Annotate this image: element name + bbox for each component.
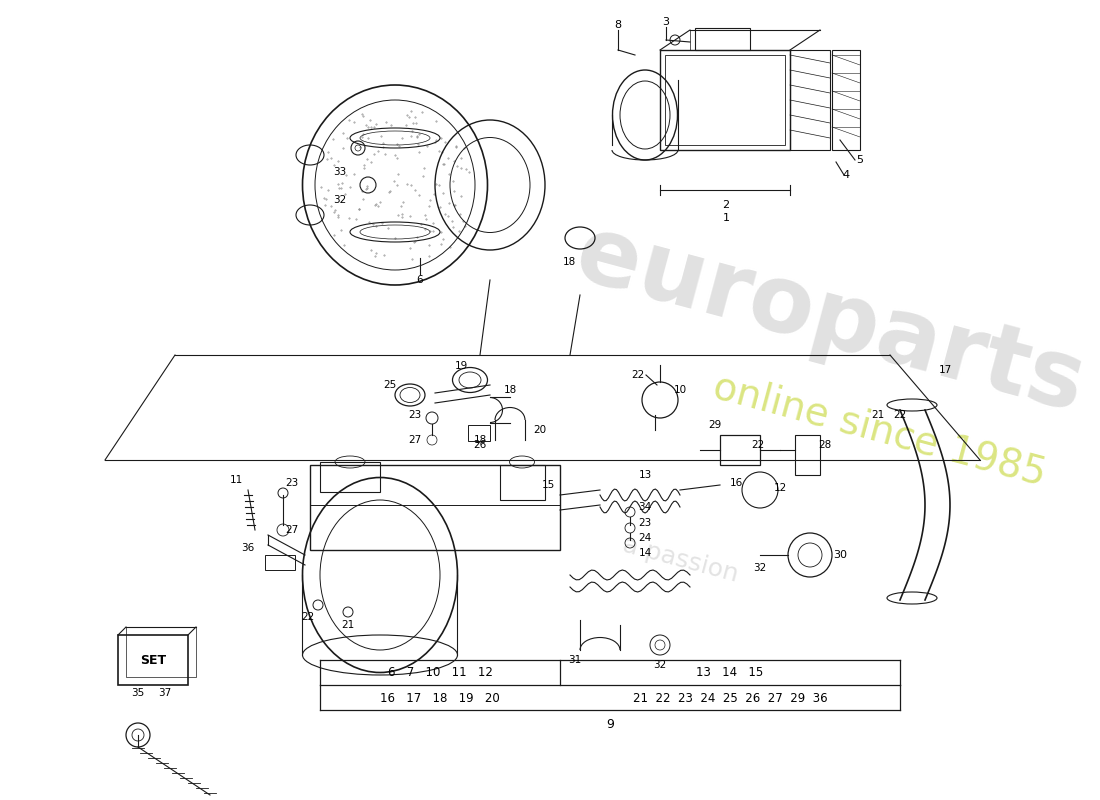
Text: 16: 16 <box>730 478 744 488</box>
Text: 21  22  23  24  25  26  27  29  36: 21 22 23 24 25 26 27 29 36 <box>632 691 827 705</box>
Text: 5: 5 <box>857 155 864 165</box>
Text: 18: 18 <box>473 435 486 445</box>
Text: 23: 23 <box>408 410 421 420</box>
Text: 31: 31 <box>569 655 582 665</box>
Bar <box>118 635 188 685</box>
Text: 8: 8 <box>615 20 622 30</box>
Text: 25: 25 <box>384 380 397 390</box>
Text: 13   14   15: 13 14 15 <box>696 666 763 679</box>
Text: 6: 6 <box>417 275 424 285</box>
Text: 22: 22 <box>893 410 906 420</box>
Text: 4: 4 <box>843 170 849 180</box>
Text: 28: 28 <box>818 440 832 450</box>
Text: 14: 14 <box>638 548 651 558</box>
Text: SET: SET <box>140 654 166 666</box>
Text: 13: 13 <box>638 470 651 480</box>
Text: 2: 2 <box>723 200 729 210</box>
Text: 23: 23 <box>638 518 651 528</box>
Text: 33: 33 <box>333 167 346 177</box>
Bar <box>126 627 196 677</box>
Text: 3: 3 <box>662 17 670 27</box>
Text: 17: 17 <box>938 365 952 375</box>
Text: europarts: europarts <box>565 208 1094 432</box>
Text: 10: 10 <box>673 385 686 395</box>
Text: 22: 22 <box>301 612 315 622</box>
Text: 32: 32 <box>653 660 667 670</box>
Bar <box>790 50 830 150</box>
Text: 29: 29 <box>708 420 722 430</box>
Bar <box>320 462 379 492</box>
Text: 18: 18 <box>504 385 517 395</box>
Text: 27: 27 <box>285 525 298 535</box>
Text: 32: 32 <box>754 563 767 573</box>
Text: 20: 20 <box>534 425 547 435</box>
Bar <box>795 435 820 475</box>
Text: 37: 37 <box>158 688 172 698</box>
Text: 12: 12 <box>773 483 786 493</box>
Bar <box>832 50 860 150</box>
Bar <box>310 465 560 550</box>
Text: 15: 15 <box>541 480 554 490</box>
Text: 24: 24 <box>638 533 651 543</box>
Bar <box>468 425 490 441</box>
Text: 18: 18 <box>562 257 575 267</box>
Text: online since 1985: online since 1985 <box>710 367 1050 493</box>
Text: 9: 9 <box>606 718 614 731</box>
Text: 35: 35 <box>131 688 144 698</box>
Text: 11: 11 <box>230 475 243 485</box>
Text: 19: 19 <box>454 361 467 371</box>
Text: 30: 30 <box>833 550 847 560</box>
Text: a passion: a passion <box>619 533 740 587</box>
Text: 23: 23 <box>285 478 298 488</box>
Text: 16   17   18   19   20: 16 17 18 19 20 <box>381 691 499 705</box>
Text: 21: 21 <box>871 410 884 420</box>
Bar <box>720 435 760 465</box>
Text: 22: 22 <box>751 440 764 450</box>
Bar <box>695 28 750 50</box>
Text: 26: 26 <box>473 440 486 450</box>
Text: 21: 21 <box>341 620 354 630</box>
Text: 27: 27 <box>408 435 421 445</box>
Text: 32: 32 <box>333 195 346 205</box>
Text: 22: 22 <box>631 370 645 380</box>
Text: 6   7   10   11   12: 6 7 10 11 12 <box>387 666 493 679</box>
Bar <box>666 55 785 145</box>
Bar <box>500 465 544 500</box>
Bar <box>660 50 790 150</box>
Text: 1: 1 <box>723 213 729 223</box>
Bar <box>265 555 295 570</box>
Text: 34: 34 <box>638 502 651 512</box>
Text: 36: 36 <box>241 543 254 553</box>
